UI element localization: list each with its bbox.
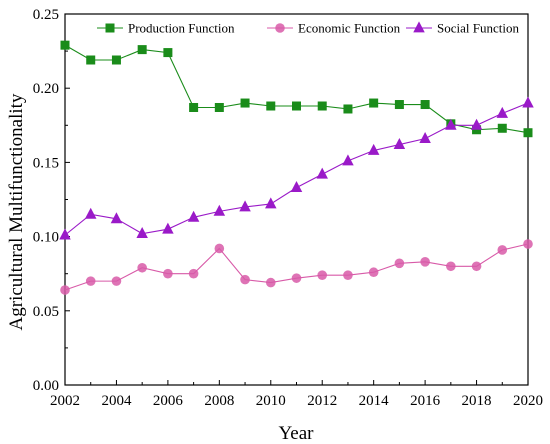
data-point bbox=[419, 132, 431, 144]
data-point bbox=[163, 48, 173, 58]
series-square bbox=[60, 40, 533, 138]
data-point bbox=[317, 101, 327, 111]
data-point bbox=[523, 239, 533, 249]
data-point bbox=[110, 212, 123, 224]
data-point bbox=[342, 154, 354, 166]
x-tick-label: 2014 bbox=[359, 393, 390, 409]
data-point bbox=[265, 277, 276, 288]
data-point bbox=[60, 285, 70, 295]
data-point bbox=[497, 245, 508, 255]
plot-area bbox=[64, 13, 529, 386]
data-point bbox=[213, 204, 226, 216]
data-point bbox=[86, 55, 96, 65]
data-point bbox=[291, 273, 302, 283]
data-point bbox=[137, 262, 147, 273]
x-tick-label: 2010 bbox=[256, 393, 286, 409]
legend: Production Function Economic Function Soci… bbox=[97, 21, 519, 36]
x-tick-label: 2020 bbox=[513, 393, 543, 409]
data-point bbox=[163, 268, 173, 279]
y-tick-label: 0.25 bbox=[33, 7, 59, 23]
y-tick-label: 0.15 bbox=[33, 155, 59, 171]
legend-label: Production Function bbox=[128, 21, 235, 36]
x-tick-label: 2004 bbox=[101, 393, 132, 409]
data-point bbox=[496, 106, 509, 118]
x-tick-label: 2008 bbox=[204, 393, 234, 409]
legend-marker bbox=[105, 23, 115, 33]
data-point bbox=[136, 227, 148, 239]
y-axis-title: Agricultural Multifunctionality bbox=[6, 93, 27, 330]
legend-label: Economic Function bbox=[298, 21, 401, 36]
y-tick-label: 0.20 bbox=[33, 81, 59, 97]
data-point bbox=[446, 261, 456, 272]
y-tick-label: 0.10 bbox=[33, 230, 59, 246]
series-circle bbox=[60, 239, 533, 295]
data-point bbox=[523, 128, 533, 138]
x-axis-title: Year bbox=[278, 423, 314, 444]
data-point bbox=[292, 101, 301, 111]
data-point bbox=[214, 102, 224, 112]
data-point bbox=[471, 261, 482, 272]
data-point bbox=[497, 123, 507, 133]
data-point bbox=[111, 276, 122, 286]
y-tick-label: 0.00 bbox=[33, 378, 59, 394]
data-point bbox=[137, 45, 147, 55]
data-point bbox=[85, 276, 96, 286]
x-tick-label: 2006 bbox=[153, 393, 184, 409]
data-point bbox=[240, 274, 250, 285]
data-point bbox=[343, 270, 353, 280]
data-point bbox=[420, 257, 430, 267]
data-point bbox=[394, 258, 405, 269]
data-point bbox=[214, 243, 225, 254]
x-tick-label: 2016 bbox=[410, 393, 441, 409]
y-axis: 0.00 0.05 0.10 0.15 0.20 0.25 bbox=[33, 7, 70, 394]
data-point bbox=[265, 197, 277, 209]
data-point bbox=[162, 222, 174, 234]
data-point bbox=[445, 118, 457, 130]
data-point bbox=[368, 267, 379, 278]
x-tick-label: 2012 bbox=[307, 393, 337, 409]
data-point bbox=[393, 137, 406, 149]
x-tick-label: 2018 bbox=[462, 393, 492, 409]
data-point bbox=[522, 96, 534, 108]
data-point bbox=[189, 102, 199, 112]
data-point bbox=[188, 268, 199, 279]
data-point bbox=[239, 200, 251, 212]
series-layer bbox=[59, 40, 534, 295]
legend-marker bbox=[413, 21, 425, 33]
legend-label: Social Function bbox=[437, 21, 519, 36]
data-point bbox=[343, 104, 353, 114]
plot-frame bbox=[64, 13, 529, 386]
data-point bbox=[470, 118, 483, 130]
data-point bbox=[317, 270, 328, 280]
y-tick-label: 0.05 bbox=[33, 304, 59, 320]
data-point bbox=[316, 167, 328, 179]
data-point bbox=[84, 207, 97, 219]
data-point bbox=[420, 100, 430, 110]
data-point bbox=[59, 228, 71, 240]
x-tick-label: 2002 bbox=[50, 393, 80, 409]
series-line bbox=[64, 44, 529, 134]
data-point bbox=[394, 100, 404, 110]
data-point bbox=[266, 101, 276, 111]
data-point bbox=[111, 55, 121, 65]
data-point bbox=[367, 143, 380, 155]
series-line bbox=[64, 102, 529, 236]
data-point bbox=[369, 98, 379, 108]
data-point bbox=[290, 181, 303, 193]
x-axis: 2002 2004 2006 2008 2010 2012 2014 2016 2018 2020 bbox=[50, 380, 543, 409]
data-point bbox=[472, 125, 482, 135]
legend-marker bbox=[275, 23, 285, 33]
series-triangle bbox=[59, 96, 534, 240]
data-point bbox=[187, 210, 200, 222]
series-line bbox=[64, 243, 529, 291]
data-point bbox=[60, 40, 70, 50]
data-point bbox=[240, 98, 250, 108]
